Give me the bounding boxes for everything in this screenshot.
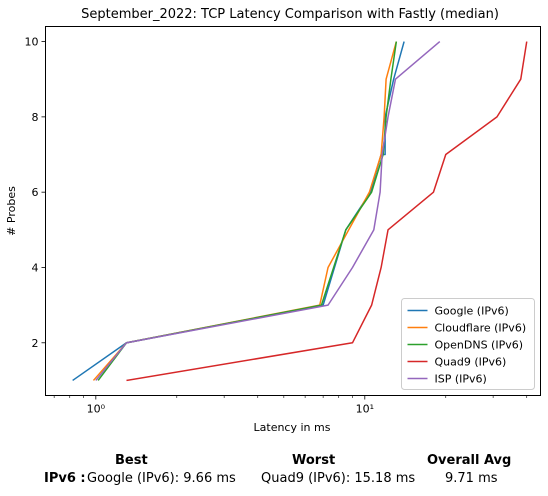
worst-value: Quad9 (IPv6): 15.18 ms (261, 471, 416, 486)
latency-chart: September_2022: TCP Latency Comparison w… (5, 7, 541, 434)
chart-title: September_2022: TCP Latency Comparison w… (81, 7, 499, 22)
best-header: Best (115, 453, 148, 468)
y-tick-label: 8 (32, 111, 39, 124)
worst-header: Worst (292, 453, 336, 468)
legend-box (401, 298, 535, 390)
x-axis-ticks: 10⁰ 10¹ (53, 395, 528, 416)
plot-frame (45, 26, 541, 396)
legend-entry: Quad9 (IPv6) (435, 356, 507, 369)
series-line-1 (72, 41, 405, 382)
legend-entry: Google (IPv6) (435, 305, 509, 318)
series-line-3 (97, 41, 398, 381)
plot-lines (72, 40, 528, 382)
series-line-2 (92, 41, 398, 381)
best-value: Google (IPv6): 9.66 ms (87, 471, 236, 486)
x-tick-label: 10¹ (356, 403, 374, 416)
y-tick-label: 2 (32, 337, 39, 350)
y-tick-label: 10 (25, 36, 39, 49)
legend: Google (IPv6) Cloudflare (IPv6) OpenDNS (I… (401, 298, 535, 390)
ipv6-row-label: IPv6 : (44, 471, 86, 486)
legend-entry: OpenDNS (IPv6) (435, 339, 524, 352)
overall-avg-value: 9.71 ms (445, 471, 498, 486)
y-axis-ticks: 2 4 6 8 10 (25, 36, 46, 350)
y-tick-label: 6 (32, 186, 39, 199)
legend-entry: ISP (IPv6) (435, 373, 487, 386)
x-tick-label: 10⁰ (87, 403, 106, 416)
series-line-5 (95, 40, 441, 381)
overall-avg-header: Overall Avg (427, 453, 512, 468)
summary-table: Best Worst Overall Avg IPv6 : Google (IP… (0, 450, 548, 496)
series-line-4 (126, 41, 528, 382)
legend-entry: Cloudflare (IPv6) (435, 322, 527, 335)
y-tick-label: 4 (32, 261, 39, 274)
y-axis-label: # Probes (5, 186, 18, 236)
x-axis-label: Latency in ms (254, 421, 331, 434)
